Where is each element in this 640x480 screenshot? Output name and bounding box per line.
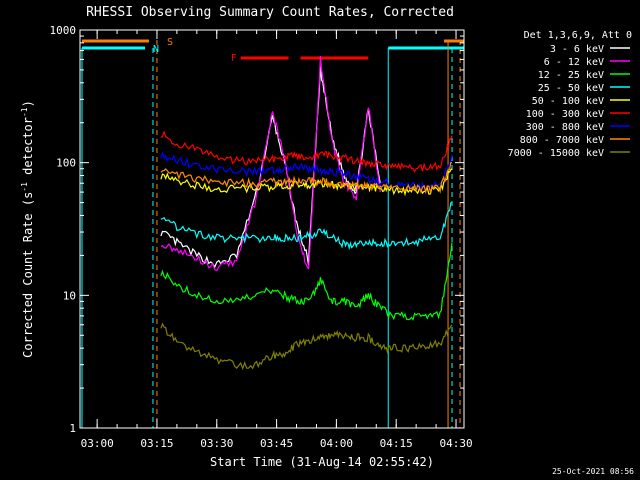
legend-label: 300 - 800 keV	[526, 122, 604, 133]
x-tick-label: 03:00	[81, 437, 114, 450]
flare-label: F	[231, 53, 237, 64]
y-axis: 1 10 100 1000	[50, 24, 464, 435]
series-line	[160, 130, 453, 173]
x-tick-label: 03:30	[200, 437, 233, 450]
x-tick-label: 03:15	[140, 437, 173, 450]
plot-frame	[79, 29, 465, 429]
x-tick-label: 04:00	[320, 437, 353, 450]
legend-header: Det 1,3,6,9, Att 0	[524, 30, 632, 41]
x-axis: 03:00 03:15 03:30 03:45 04:00 04:15 04:30	[81, 30, 473, 450]
series-line	[160, 150, 453, 191]
legend-label: 7000 - 15000 keV	[508, 148, 604, 159]
legend-label: 3 - 6 keV	[550, 44, 604, 55]
x-tick-label: 03:45	[260, 437, 293, 450]
series-line	[160, 242, 453, 321]
series-line	[160, 161, 453, 195]
x-tick-label: 04:30	[439, 437, 472, 450]
saa-label: S	[167, 37, 173, 48]
legend-label: 25 - 50 keV	[538, 83, 604, 94]
legend-label: 800 - 7000 keV	[520, 135, 604, 146]
y-axis-label: Corrected Count Rate (s-1 detector-1)	[20, 100, 35, 358]
legend-label: 6 - 12 keV	[544, 57, 604, 68]
x-tick-label: 04:15	[380, 437, 413, 450]
y-tick-label: 1000	[50, 24, 77, 37]
x-axis-label: Start Time (31-Aug-14 02:55:42)	[210, 455, 434, 469]
series-line	[160, 202, 453, 251]
timestamp: 25-Oct-2021 08:56	[552, 467, 634, 476]
series-line	[160, 322, 453, 371]
legend: Det 1,3,6,9, Att 0 3 - 6 keV 6 - 12 keV 12…	[508, 30, 632, 159]
y-tick-label: 100	[56, 157, 76, 170]
y-tick-label: 1	[69, 422, 76, 435]
legend-label: 12 - 25 keV	[538, 70, 604, 81]
y-tick-label: 10	[63, 289, 76, 302]
legend-label: 50 - 100 keV	[532, 96, 604, 107]
legend-label: 100 - 300 keV	[526, 109, 604, 120]
chart-title: RHESSI Observing Summary Count Rates, Co…	[86, 5, 454, 20]
y-axis-label-group: Corrected Count Rate (s-1 detector-1)	[20, 100, 35, 358]
night-label: N	[153, 44, 159, 55]
